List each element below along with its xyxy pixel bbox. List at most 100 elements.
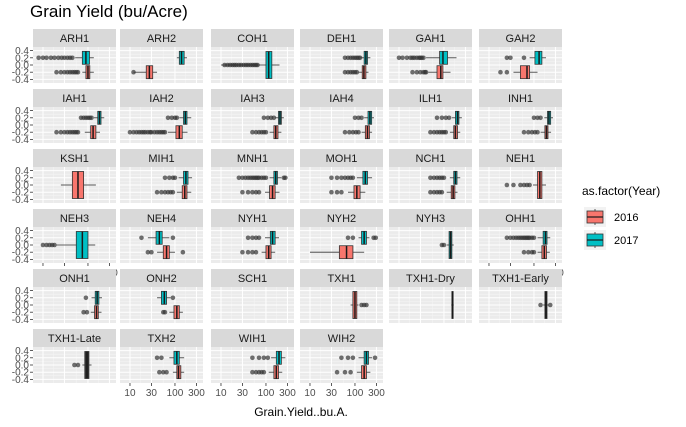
facet-panel: NYH1 [211,209,294,263]
outlier-point [250,369,255,375]
box-2016 [498,65,538,80]
x-tick-label: 30 [326,388,338,399]
outlier-point [498,69,503,75]
facet-strip [33,89,116,107]
outlier-point [139,235,144,241]
facet-strip [389,269,472,287]
facet-strip-label: TXH1-Early [492,273,549,285]
facet-strip-label: SCH1 [238,273,267,285]
outlier-point [518,182,523,188]
outlier-point [511,182,516,188]
y-tick-label: -0.2 [12,308,30,319]
box-2016 [154,185,192,200]
facet-strip-label: TXH1-Late [48,333,101,345]
box-2017 [250,350,286,365]
facet-panel: ONH2 [120,269,203,323]
outlier-point [154,189,160,195]
facet-strip-label: NCH1 [416,153,446,165]
outlier-point [157,369,162,375]
facet-strip-label: KSH1 [60,153,89,165]
y-tick-label: -0.4 [12,375,30,386]
box-2016 [342,125,373,140]
outlier-point [165,115,171,121]
outlier-point [250,129,255,135]
outlier-point [527,182,532,188]
outlier-point [410,69,415,75]
box-2017 [83,290,102,305]
x-tick-label: 300 [188,388,205,399]
outlier-point [350,355,356,361]
x-axis-title: Grain.Yield..bu.A. [254,405,348,419]
box-2017 [154,350,185,365]
outlier-point [354,69,360,75]
outlier-point [421,55,426,61]
legend-entries: 2016 2017 [584,207,638,250]
outlier-point [159,189,164,195]
box-2016 [250,365,283,380]
outlier-point [373,235,379,241]
facet-panel: ONH1 0.40.20.0-0.2-0.4 [12,269,116,326]
y-tick-label: -0.4 [12,255,30,266]
y-tick-label: -0.2 [12,68,30,79]
facet-strip-label: NYH2 [327,213,356,225]
facet-panel: NCH1 [389,149,472,203]
facet-strip [33,29,116,47]
outlier-point [329,175,334,181]
facet-panel: WIH1 10 30 100 300 [211,329,296,399]
outlier-point [535,129,540,135]
outlier-point [255,62,260,68]
outlier-point [434,115,440,121]
box-2016 [342,65,369,80]
facet-panel: MIH1 [120,149,203,203]
outlier-point [240,189,245,195]
outlier-point [350,235,356,241]
outlier-point [538,115,543,121]
outlier-point [428,129,433,135]
outlier-point [404,55,410,61]
x-tick-label: 30 [146,388,158,399]
facet-strip [300,269,383,287]
outlier-point [508,55,513,61]
facet-panel: NYH3 [389,209,472,263]
facet-panel: ARH2 [120,29,203,83]
box-2017 [428,170,461,185]
outlier-point [339,355,344,361]
facet-strip-label: OHH1 [505,213,536,225]
facet-strip-label: NEH4 [147,213,176,225]
outlier-point [167,175,172,181]
x-tick-label: 10 [215,388,227,399]
outlier-point [162,129,168,135]
facet-panel: KSH1 0.40.20.0-0.2-0.4 [12,149,116,206]
facet-strip-label: DEH1 [327,33,356,45]
outlier-point [261,369,267,375]
x-tick-label: 300 [368,388,385,399]
box-2016 [428,125,461,140]
outlier-point [48,55,54,61]
outlier-point [265,115,271,121]
facet-strip-label: IAH3 [240,93,264,105]
facet-strip-label: IAH2 [149,93,173,105]
box-2017 [236,170,288,185]
facet-panel: NEH4 [120,209,203,263]
box-2017 [329,170,373,185]
facet-strip-label: COH1 [237,33,268,45]
facet-strip [120,269,203,287]
box-2017 [352,110,375,125]
outlier-point [339,175,344,181]
facet-strip-label: TXH1-Dry [406,273,455,285]
box-2017 [40,231,96,259]
facet-panel: TXH1-Late 0.40.20.0-0.2-0.4 [12,329,116,386]
outlier-point [265,355,271,361]
legend-entry-2016: 2016 [584,207,638,227]
facet-panel: TXH1-Early [479,269,562,323]
outlier-point [531,235,537,241]
outlier-point [75,69,81,75]
legend-entry-label: 2016 [614,212,638,224]
outlier-point [441,175,447,181]
box-2017 [261,110,284,125]
facet-panel: OHH11030100300 [479,209,564,279]
outlier-point [531,115,537,121]
facet-strip-label: ARH1 [60,33,89,45]
facet-panel: MOH1 [300,149,383,203]
facet-strip [211,149,294,167]
